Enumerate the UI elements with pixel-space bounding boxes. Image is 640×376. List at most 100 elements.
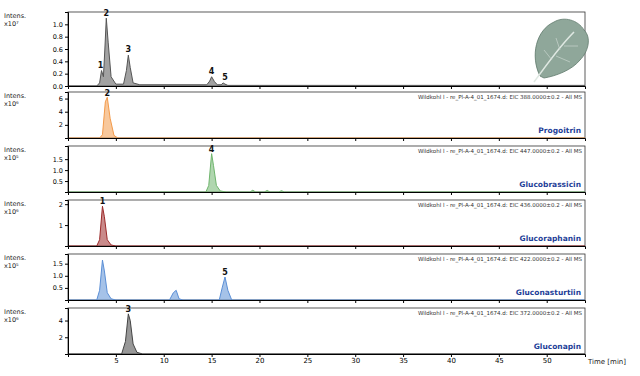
y-tick: 4 <box>59 317 68 325</box>
y-label: Intens. <box>4 308 26 316</box>
x-tick <box>499 246 500 249</box>
x-tick-mark <box>547 86 548 89</box>
x-tick-mark <box>116 192 117 195</box>
x-tick <box>355 246 356 249</box>
trace-line <box>68 97 585 138</box>
x-tick <box>164 192 165 195</box>
x-tick-label: 30 <box>351 357 360 365</box>
y-tick: 2 <box>59 334 68 342</box>
x-tick-label: 45 <box>495 357 504 365</box>
marks <box>68 18 585 86</box>
y-tick: 1.5 <box>53 156 68 164</box>
peak-label: 3 <box>126 305 132 314</box>
x-tick <box>259 192 260 195</box>
x-tick-mark <box>355 86 356 89</box>
peak-label: 4 <box>209 145 215 154</box>
x-tick <box>212 138 213 141</box>
y-tick-mark <box>65 225 68 226</box>
x-tick-mark <box>164 192 165 195</box>
figure: 0.00.20.40.60.81.0Intens.x10⁷12345246Int… <box>0 0 640 376</box>
plot-frame <box>68 254 585 300</box>
plot-frame <box>68 12 585 86</box>
y-tick: 0.4 <box>53 58 68 66</box>
y-tick-label: 0.2 <box>53 70 63 78</box>
x-axis <box>69 86 586 89</box>
y-tick-mark <box>65 86 68 87</box>
y-tick-label: 2 <box>59 334 63 342</box>
x-axis-line <box>69 193 586 196</box>
x-tick <box>451 300 452 303</box>
marks <box>68 314 585 354</box>
x-axis-line <box>69 355 586 358</box>
x-tick <box>164 138 165 141</box>
x-tick-mark <box>164 138 165 141</box>
y-axis: 246 <box>59 93 69 139</box>
y-axis: 0.51.01.5 <box>53 255 69 301</box>
peak-label: 3 <box>126 45 132 54</box>
panel: 0.00.20.40.60.81.0Intens.x10⁷12345 <box>4 9 588 91</box>
x-tick-mark <box>259 246 260 249</box>
y-tick: 2 <box>59 201 68 209</box>
compound-name: Glucoraphanin <box>520 234 581 243</box>
x-tick <box>259 138 260 141</box>
peak-label: 1 <box>100 197 106 206</box>
panel-title: Wildkohl l - re_Pl-A-4_01_1674.d: EIC 42… <box>418 256 583 263</box>
y-tick-label: 6 <box>59 95 63 103</box>
y-axis-line <box>65 13 69 87</box>
trace-line <box>68 260 585 300</box>
compound-name: Gluconapin <box>534 342 581 351</box>
x-tick <box>547 86 548 89</box>
marks <box>68 97 585 138</box>
x-tick-mark <box>259 192 260 195</box>
y-tick: 0.2 <box>53 70 68 78</box>
y-tick-mark <box>65 37 68 38</box>
x-tick-mark <box>259 300 260 303</box>
x-axis-line <box>69 247 586 250</box>
y-tick-mark <box>65 159 68 160</box>
marks <box>68 206 585 246</box>
plot-frame <box>68 308 585 354</box>
y-tick-label: 0.5 <box>53 178 63 186</box>
x-tick-mark <box>355 300 356 303</box>
x-tick-mark <box>307 246 308 249</box>
x-tick: 20 <box>256 354 265 365</box>
peak-area <box>68 260 585 300</box>
trace-line <box>68 206 585 246</box>
y-axis: 12 <box>59 201 69 247</box>
y-axis-line <box>65 201 69 247</box>
x-tick-mark <box>212 300 213 303</box>
x-tick <box>116 86 117 89</box>
y-tick: 1.0 <box>53 21 68 29</box>
x-tick-mark <box>547 138 548 141</box>
x-tick <box>403 138 404 141</box>
x-axis <box>69 246 586 249</box>
x-tick-mark <box>116 138 117 141</box>
compound-name: Progoitrin <box>538 126 581 135</box>
x-tick-mark <box>164 246 165 249</box>
peak-area <box>68 314 585 354</box>
y-tick: 1.0 <box>53 272 68 280</box>
compound-name: Gluconasturtiin <box>516 288 581 297</box>
peak-area <box>68 206 585 246</box>
y-label: Intens. <box>4 146 26 154</box>
y-tick-mark <box>65 99 68 100</box>
x-tick-mark <box>403 192 404 195</box>
y-axis-line <box>65 147 69 193</box>
x-tick <box>355 86 356 89</box>
x-tick <box>116 300 117 303</box>
y-tick-label: 1.0 <box>53 21 63 29</box>
y-tick-mark <box>65 24 68 25</box>
x-tick <box>547 246 548 249</box>
leaf-vein <box>544 38 578 62</box>
y-tick-label: 4 <box>59 317 63 325</box>
y-tick-label: 1.0 <box>53 272 63 280</box>
x-tick <box>499 192 500 195</box>
x-tick <box>547 300 548 303</box>
y-tick-mark <box>65 288 68 289</box>
x-tick <box>116 138 117 141</box>
y-label: Intens. <box>4 12 26 20</box>
y-tick: 0.5 <box>53 178 68 186</box>
x-tick-mark <box>547 246 548 249</box>
x-tick-mark <box>212 86 213 89</box>
y-tick-mark <box>65 337 68 338</box>
